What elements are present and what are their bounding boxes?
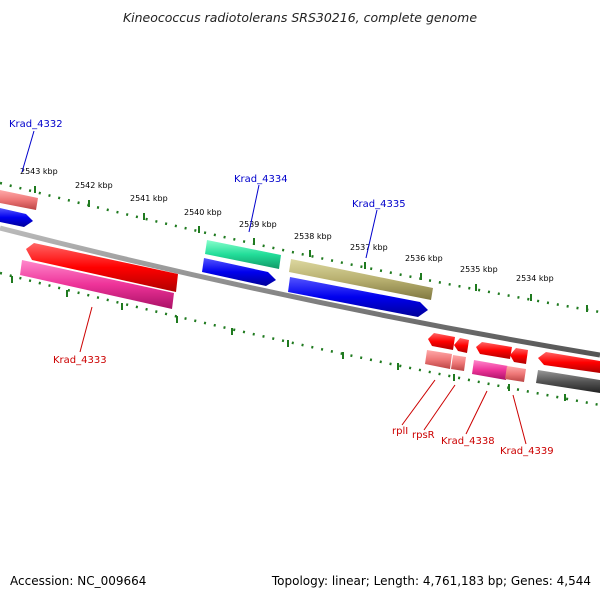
gene-label-krad-4333[interactable]: Krad_4333 (53, 355, 107, 366)
scale-label: 2543 kbp (20, 167, 58, 176)
gene-krad-4332-upper[interactable] (0, 190, 38, 210)
gene-krad-4338-pink[interactable] (472, 360, 508, 380)
gene-krad-4335-blue[interactable] (288, 277, 428, 317)
gene-red-right-edge[interactable] (538, 352, 600, 373)
scale-label: 2538 kbp (294, 232, 332, 241)
footer-accession: Accession: NC_009664 (10, 574, 146, 588)
gene-krad-4334-blue[interactable] (202, 258, 276, 286)
gene-label-krad-4334[interactable]: Krad_4334 (234, 174, 288, 185)
gene-krad-4334-cyan[interactable] (205, 240, 281, 269)
label-leader-lines-red (79, 306, 527, 445)
gene-krad-4339-lightred[interactable] (505, 366, 526, 382)
gene-krad-4332-blue[interactable] (0, 208, 33, 227)
footer-summary: Topology: linear; Length: 4,761,183 bp; … (271, 574, 591, 588)
scale-label: 2541 kbp (130, 194, 168, 203)
scale-major-ticks-upper (34, 186, 588, 312)
gene-rpli-lightred[interactable] (425, 350, 452, 369)
label-leader-lines-blue (21, 130, 378, 259)
gene-label-krad-4338[interactable]: Krad_4338 (441, 436, 495, 447)
gene-label-rpli[interactable]: rplI (392, 426, 408, 437)
gene-rpsr-red[interactable] (454, 338, 469, 353)
scale-label: 2540 kbp (184, 208, 222, 217)
gene-rpsr-lightred[interactable] (451, 355, 466, 371)
gene-label-rpsr[interactable]: rpsR (412, 430, 435, 441)
gene-label-krad-4332[interactable]: Krad_4332 (9, 119, 63, 130)
scale-label: 2534 kbp (516, 274, 554, 283)
gene-krad-4335-olive[interactable] (289, 259, 433, 300)
gene-gray-right-edge[interactable] (536, 370, 600, 393)
gene-label-krad-4335[interactable]: Krad_4335 (352, 199, 406, 210)
scale-label: 2536 kbp (405, 254, 443, 263)
map-title: Kineococcus radiotolerans SRS30216, comp… (123, 10, 477, 25)
gene-krad-4333-pink[interactable] (20, 260, 174, 309)
scale-label: 2535 kbp (460, 265, 498, 274)
scale-major-ticks-lower (11, 276, 566, 401)
scale-label: 2542 kbp (75, 181, 113, 190)
scale-label: 2539 kbp (239, 220, 277, 229)
gene-krad-4333-red[interactable] (26, 243, 178, 292)
genome-backbone (0, 225, 600, 358)
gene-rpli-red[interactable] (428, 333, 455, 350)
gene-label-krad-4339[interactable]: Krad_4339 (500, 446, 554, 457)
gene-krad-4338-red[interactable] (476, 342, 512, 359)
gene-krad-4339-red[interactable] (510, 348, 528, 364)
